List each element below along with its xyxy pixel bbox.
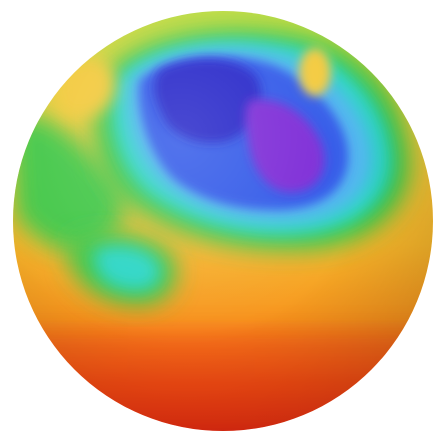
sphere-gloss bbox=[13, 11, 433, 431]
